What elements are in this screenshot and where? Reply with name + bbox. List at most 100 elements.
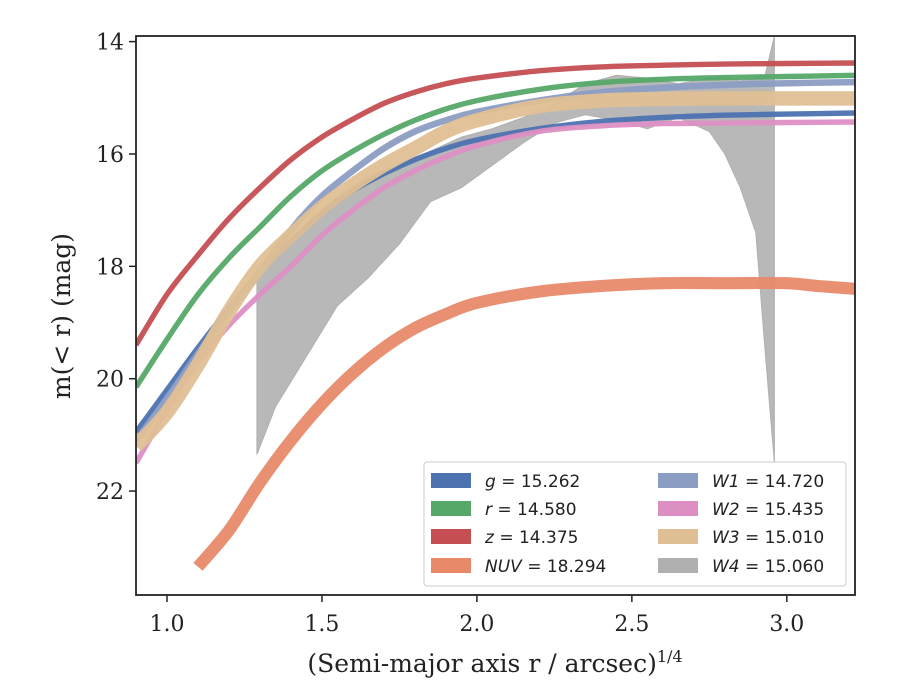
y-axis-title: m(< r) (mag): [47, 233, 76, 399]
series-r-point: [166, 338, 168, 340]
series-w2-point: [259, 293, 261, 295]
y-tick-label: 20: [96, 368, 124, 393]
series-w1-point: [383, 147, 385, 149]
legend-swatch: [658, 473, 698, 488]
series-g-point: [724, 114, 726, 116]
legend-swatch: [431, 473, 471, 488]
series-nuv-point: [197, 566, 199, 568]
series-w1-point: [724, 84, 726, 86]
x-axis-ticks: 1.0 1.5 2.0 2.5 3.0: [149, 595, 804, 637]
series-r-point: [197, 293, 199, 295]
series-r-point: [662, 78, 664, 80]
legend-item-nuv: NUV = 18.294: [431, 557, 606, 577]
series-r-point: [352, 150, 354, 152]
series-w3-point: [352, 184, 354, 186]
series-w2-point: [290, 265, 292, 267]
series-z-point: [724, 63, 726, 65]
series-z-point: [197, 254, 199, 256]
legend-item-r: r = 14.580: [431, 500, 577, 520]
series-w3-point: [476, 119, 478, 121]
legend-label: W1 = 14.720: [712, 472, 824, 492]
series-z-line: [136, 60, 855, 347]
series-w2-point: [352, 209, 354, 211]
series-w2-point: [786, 121, 788, 123]
series-w3-line: [136, 91, 855, 452]
series-w2-point: [662, 122, 664, 124]
series-g-point: [166, 389, 168, 391]
series-w4-point: [305, 290, 307, 292]
legend-item-w4: W4 = 15.060: [658, 557, 824, 577]
series-w3-point: [259, 265, 261, 267]
series-w2-point: [383, 187, 385, 189]
series-layer: [136, 36, 855, 571]
series-r-point: [290, 195, 292, 197]
series-z-point: [445, 83, 447, 85]
x-tick-label: 1.0: [149, 612, 184, 637]
y-axis-ticks: 14 16 18 20 22: [96, 31, 136, 505]
series-nuv-point: [600, 285, 602, 287]
series-nuv-point: [662, 282, 664, 284]
series-r-point: [600, 81, 602, 83]
x-tick-label: 2.0: [459, 612, 494, 637]
legend-item-w3: W3 = 15.010: [658, 528, 824, 548]
series-w3-point: [414, 147, 416, 149]
series-w4-point: [739, 133, 741, 135]
series-w4-point: [336, 250, 338, 252]
series-w1-point: [414, 130, 416, 132]
series-r-point: [724, 76, 726, 78]
x-axis-title: (Semi-major axis r / arcsec)1/4: [307, 647, 682, 678]
series-nuv-point: [414, 327, 416, 329]
series-w4-point: [764, 212, 766, 214]
series-z-point: [321, 136, 323, 138]
series-r-point: [321, 170, 323, 172]
y-tick-label: 22: [96, 480, 124, 505]
series-w2-point: [724, 122, 726, 124]
series-w4-point: [256, 359, 258, 361]
series-nuv-point: [352, 372, 354, 374]
legend-swatch: [658, 558, 698, 573]
series-w1-point: [600, 91, 602, 93]
series-z: [136, 60, 855, 347]
y-tick-label: 16: [96, 143, 124, 168]
legend-item-z: z = 14.375: [431, 528, 578, 548]
series-w4-point: [274, 331, 276, 333]
series-w4-point: [367, 226, 369, 228]
legend-swatch: [431, 558, 471, 573]
x-tick-label: 3.0: [769, 612, 804, 637]
series-nuv-point: [228, 529, 230, 531]
series-z-point: [352, 118, 354, 120]
series-g-point: [476, 139, 478, 141]
series-nuv-point: [259, 481, 261, 483]
series-w4-point: [491, 146, 493, 148]
series-nuv-point: [445, 313, 447, 315]
series-z-point: [414, 91, 416, 93]
series-z-point: [538, 70, 540, 72]
series-w1-point: [321, 195, 323, 197]
series-nuv-point: [476, 302, 478, 304]
legend: g = 15.262 r = 14.580 z = 14.375 NUV = 18.2…: [423, 461, 847, 587]
legend-label: r = 14.580: [485, 500, 577, 520]
series-w3-point: [600, 99, 602, 101]
series-w3-point: [786, 97, 788, 99]
series-w1-point: [352, 170, 354, 172]
series-r: [136, 72, 855, 389]
series-w4-point: [429, 175, 431, 177]
series-w4-point: [460, 161, 462, 163]
legend-item-w1: W1 = 14.720: [658, 472, 824, 492]
series-g-point: [414, 158, 416, 160]
y-tick-label: 18: [96, 255, 124, 280]
series-w3-point: [538, 105, 540, 107]
series-nuv-point: [786, 282, 788, 284]
series-w2-point: [321, 234, 323, 236]
series-w2-point: [445, 156, 447, 158]
series-w2-point: [538, 130, 540, 132]
legend-label: z = 14.375: [484, 528, 578, 548]
series-r-point: [786, 75, 788, 77]
legend-label: NUV = 18.294: [485, 557, 606, 577]
series-z-point: [662, 64, 664, 66]
series-z-point: [786, 62, 788, 64]
series-z-point: [600, 66, 602, 68]
series-w3-point: [290, 234, 292, 236]
series-z-point: [383, 102, 385, 104]
